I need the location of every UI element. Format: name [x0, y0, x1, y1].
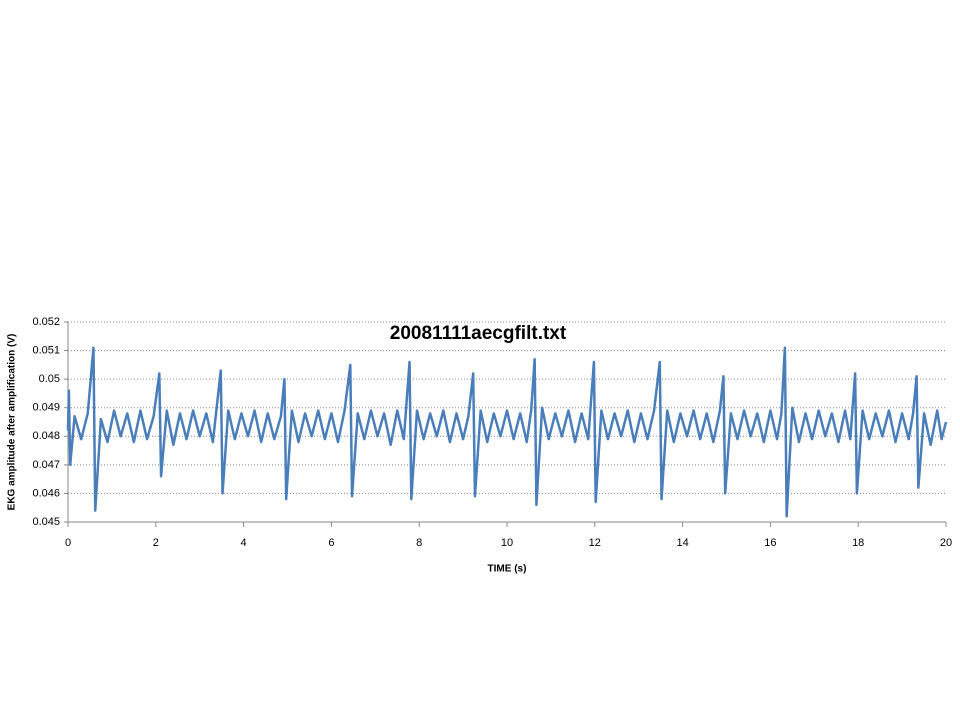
- y-tick-label: 0.048: [32, 430, 60, 442]
- y-tick-label: 0.052: [32, 316, 60, 328]
- x-tick-label: 6: [328, 537, 334, 549]
- y-tick-label: 0.045: [32, 516, 60, 528]
- chart-title: 20081111aecgfilt.txt: [390, 323, 567, 344]
- x-axis-title: TIME (s): [488, 564, 527, 575]
- x-tick-label: 8: [416, 537, 422, 549]
- y-tick-label: 0.049: [32, 402, 60, 414]
- data-line: [66, 346, 948, 518]
- y-tick-label: 0.047: [32, 459, 60, 471]
- y-tick-label: 0.05: [39, 373, 60, 385]
- y-tick-label: 0.051: [32, 344, 60, 356]
- x-tick-label: 10: [501, 537, 513, 549]
- x-tick-label: 18: [852, 537, 864, 549]
- x-tick-label: 4: [241, 537, 247, 549]
- x-tick-label: 16: [764, 537, 776, 549]
- y-tick-label: 0.046: [32, 487, 60, 499]
- x-tick-label: 2: [153, 537, 159, 549]
- x-tick-label: 12: [589, 537, 601, 549]
- x-tick-label: 0: [65, 537, 71, 549]
- x-tick-label: 14: [676, 537, 688, 549]
- x-tick-label: 20: [940, 537, 952, 549]
- y-axis-title: EKG amplitude after amplification (V): [7, 334, 18, 511]
